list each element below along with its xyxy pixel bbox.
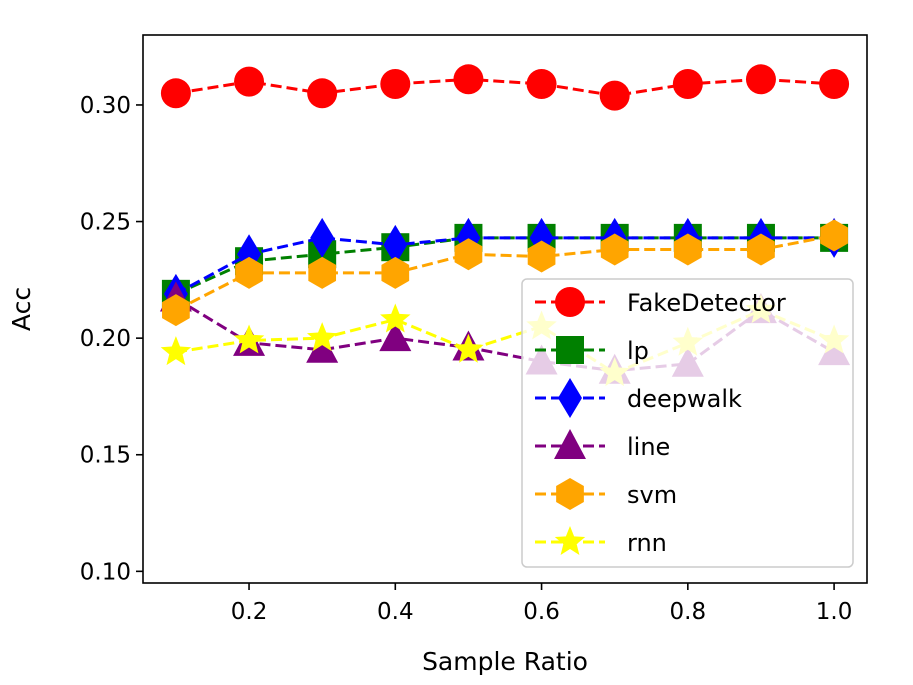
data-point-fakedetector — [234, 66, 265, 97]
legend-box — [521, 278, 854, 568]
y-tick-label: 0.30 — [80, 93, 131, 119]
data-point-fakedetector — [599, 80, 630, 111]
data-point-rnn — [160, 336, 192, 366]
data-point-fakedetector — [745, 64, 776, 95]
legend-label: FakeDetector — [627, 289, 786, 317]
legend-marker-diamond — [558, 378, 582, 418]
ticks-layer: 0.2 0.4 0.6 0.8 1.0 0.10 0.15 0.20 0.25 0.30 — [80, 93, 853, 625]
data-point-rnn — [306, 322, 338, 352]
legend-marker-triangle — [554, 429, 586, 459]
data-point-fakedetector — [672, 68, 703, 99]
series-line-line — [175, 297, 835, 373]
x-axis-label: Sample Ratio — [422, 647, 588, 676]
y-tick-label: 0.25 — [80, 210, 131, 236]
series-fakedetector — [160, 64, 850, 111]
data-point-deepwalk — [383, 224, 408, 265]
data-point-svm — [527, 240, 556, 273]
series-line-svm — [175, 234, 835, 312]
data-point-fakedetector — [819, 68, 850, 99]
legend-item-lp: lp — [535, 336, 649, 365]
x-tick-label: 0.8 — [670, 599, 707, 625]
x-tick-label: 0.4 — [377, 599, 414, 625]
data-point-svm — [235, 256, 263, 289]
data-point-line — [379, 321, 412, 352]
data-point-deepwalk — [310, 217, 335, 258]
legend-label: svm — [627, 481, 677, 509]
data-point-svm — [820, 219, 848, 252]
legend-item-rnn: rnn — [535, 526, 667, 557]
data-point-fakedetector — [526, 68, 557, 99]
data-point-fakedetector — [453, 64, 484, 95]
series-svm — [162, 219, 848, 327]
data-point-line — [306, 332, 339, 363]
plot-frame — [142, 34, 868, 584]
data-point-fakedetector — [380, 68, 411, 99]
y-tick-label: 0.10 — [80, 559, 131, 585]
legend-marker-circle — [555, 287, 585, 317]
legend-label: deepwalk — [627, 385, 742, 413]
legend-label: line — [627, 433, 670, 461]
data-point-svm — [162, 294, 190, 327]
data-point-fakedetector — [307, 78, 338, 109]
data-point-svm — [673, 233, 702, 266]
legend-item-fakedetector: FakeDetector — [535, 287, 786, 317]
data-point-svm — [600, 233, 629, 266]
data-point-svm — [308, 256, 337, 289]
y-tick-label: 0.15 — [80, 443, 131, 469]
x-tick-label: 0.6 — [523, 599, 560, 625]
x-tick-label: 1.0 — [816, 599, 853, 625]
y-axis-label: Acc — [7, 287, 36, 331]
data-point-rnn — [453, 333, 484, 363]
legend-item-line: line — [535, 429, 670, 461]
data-point-rnn — [380, 303, 411, 333]
legend-marker-square — [556, 336, 584, 364]
legend-marker-hexagon — [556, 478, 584, 510]
legend-item-svm: svm — [535, 478, 677, 510]
legend-item-deepwalk: deepwalk — [535, 378, 742, 418]
series-line-fakedetector — [175, 77, 835, 98]
data-point-svm — [381, 256, 410, 289]
legend-marker-star — [554, 526, 586, 555]
data-point-rnn — [233, 324, 265, 354]
legend-label: rnn — [627, 529, 667, 557]
x-tick-label: 0.2 — [231, 599, 268, 625]
legend-label: lp — [627, 337, 649, 365]
data-point-fakedetector — [160, 78, 191, 109]
data-point-svm — [454, 238, 483, 271]
legend: FakeDetector lp deepwalk line svm rnn — [521, 278, 854, 568]
data-point-svm — [747, 233, 775, 266]
y-tick-label: 0.20 — [80, 326, 131, 352]
series-line-deepwalk — [175, 236, 835, 296]
data-point-deepwalk — [237, 234, 262, 275]
